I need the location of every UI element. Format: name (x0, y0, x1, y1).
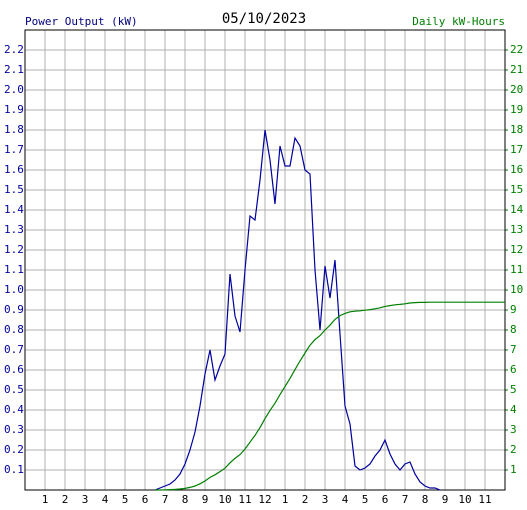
y-tick-label: 2.0 (4, 83, 24, 96)
y2-tick-label: 1 (510, 463, 517, 476)
x-tick-label: 6 (382, 493, 389, 506)
y-tick-label: 1.8 (4, 123, 24, 136)
y-tick-label: 0.2 (4, 443, 24, 456)
y2-tick-label: 6 (510, 363, 517, 376)
x-tick-label: 1 (42, 493, 49, 506)
y-tick-label: 0.1 (4, 463, 24, 476)
y2-tick-label: 13 (510, 223, 523, 236)
y-tick-label: 1.9 (4, 103, 24, 116)
y2-tick-label: 16 (510, 163, 523, 176)
x-tick-label: 10 (458, 493, 471, 506)
y2-tick-label: 20 (510, 83, 523, 96)
x-tick-label: 2 (62, 493, 69, 506)
y-tick-label: 1.7 (4, 143, 24, 156)
plot-border (24, 29, 506, 491)
y2-tick-label: 15 (510, 183, 523, 196)
y-tick-label: 0.8 (4, 323, 24, 336)
y2-tick-label: 22 (510, 43, 523, 56)
x-tick-label: 11 (238, 493, 251, 506)
series-line (155, 301, 505, 491)
x-tick-label: 1 (282, 493, 289, 506)
x-tick-label: 5 (362, 493, 369, 506)
chart-title: 05/10/2023 (222, 11, 306, 27)
x-tick-label: 6 (142, 493, 149, 506)
x-tick-label: 9 (442, 493, 449, 506)
x-tick-label: 11 (478, 493, 491, 506)
y-tick-label: 1.5 (4, 183, 24, 196)
x-tick-label: 5 (122, 493, 129, 506)
y-tick-label: 1.0 (4, 283, 24, 296)
y2-tick-label: 12 (510, 243, 523, 256)
x-tick-label: 3 (82, 493, 89, 506)
x-tick-label: 4 (102, 493, 109, 506)
y-tick-label: 1.4 (4, 203, 24, 216)
y-tick-label: 2.2 (4, 43, 24, 56)
y-tick-label: 0.3 (4, 423, 24, 436)
y2-tick-label: 18 (510, 123, 523, 136)
y-tick-label: 2.1 (4, 63, 24, 76)
y2-tick-label: 17 (510, 143, 523, 156)
x-tick-label: 2 (302, 493, 309, 506)
y2-tick-label: 19 (510, 103, 523, 116)
y-tick-label: 0.4 (4, 403, 24, 416)
x-tick-label: 10 (218, 493, 231, 506)
y-tick-label: 0.5 (4, 383, 24, 396)
y-tick-label: 1.6 (4, 163, 24, 176)
x-tick-label: 9 (202, 493, 209, 506)
y-tick-label: 0.7 (4, 343, 24, 356)
x-tick-label: 7 (162, 493, 169, 506)
y2-tick-label: 21 (510, 63, 523, 76)
x-tick-label: 12 (258, 493, 271, 506)
y-tick-label: 0.6 (4, 363, 24, 376)
y2-tick-label: 11 (510, 263, 523, 276)
x-tick-label: 4 (342, 493, 349, 506)
y2-tick-label: 3 (510, 423, 517, 436)
y2-tick-label: 7 (510, 343, 517, 356)
x-tick-label: 8 (422, 493, 429, 506)
y2-tick-label: 4 (510, 403, 517, 416)
right-axis-label: Daily kW-Hours (412, 15, 505, 28)
y-tick-label: 1.1 (4, 263, 24, 276)
y2-tick-label: 14 (510, 203, 524, 216)
y2-tick-label: 9 (510, 303, 517, 316)
x-tick-label: 7 (402, 493, 409, 506)
series-line (154, 129, 441, 491)
y2-tick-label: 10 (510, 283, 523, 296)
y2-tick-label: 8 (510, 323, 517, 336)
x-tick-label: 3 (322, 493, 329, 506)
left-axis-label: Power Output (kW) (25, 15, 138, 28)
x-tick-label: 8 (182, 493, 189, 506)
y-tick-label: 1.3 (4, 223, 24, 236)
y2-tick-label: 2 (510, 443, 517, 456)
y-tick-label: 0.9 (4, 303, 24, 316)
y2-tick-label: 5 (510, 383, 517, 396)
y-tick-label: 1.2 (4, 243, 24, 256)
